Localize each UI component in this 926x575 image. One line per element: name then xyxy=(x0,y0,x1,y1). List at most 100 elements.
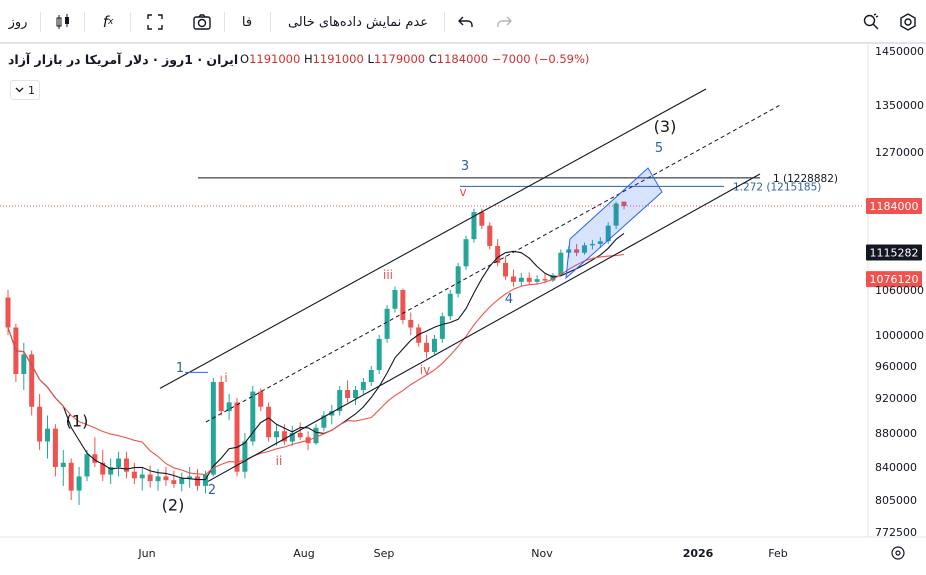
candle-body xyxy=(226,402,232,412)
candle-body xyxy=(266,406,272,438)
candle-body xyxy=(155,476,161,482)
close-label: C xyxy=(428,52,437,66)
candle-body xyxy=(108,467,114,475)
candle-body xyxy=(463,239,469,267)
high-label: H xyxy=(303,52,313,66)
candle-body xyxy=(400,290,406,320)
candle-body xyxy=(526,277,532,282)
x-tick-label: Feb xyxy=(768,547,787,560)
candle-body xyxy=(281,431,287,442)
candle-body xyxy=(605,225,611,242)
price-tag-label: 1076120 xyxy=(870,273,919,286)
toolbar-divider xyxy=(444,12,445,32)
y-tick-label: 840000 xyxy=(875,461,917,474)
candle-body xyxy=(392,290,398,309)
candle-body xyxy=(76,476,82,491)
candle-body xyxy=(92,454,98,463)
x-tick-label: 2026 xyxy=(683,547,714,560)
toolbar-divider xyxy=(270,12,271,32)
candle-body xyxy=(376,338,382,370)
ma-slow-line xyxy=(7,253,625,476)
candle-body xyxy=(574,249,580,253)
candle-body xyxy=(621,201,627,206)
open-value: 1191000 xyxy=(249,52,301,66)
redo-icon[interactable] xyxy=(494,10,514,34)
candle-body xyxy=(337,390,343,412)
candle-body xyxy=(29,354,35,407)
chevron-down-icon xyxy=(15,87,24,93)
candle-body xyxy=(171,480,177,484)
candle-body xyxy=(542,279,548,281)
language-label: فا xyxy=(241,14,253,30)
price-tag-bg xyxy=(866,244,922,261)
change-value: −7000 (−0.59%) xyxy=(491,52,590,66)
price-tag-bg xyxy=(866,271,922,288)
candle-body xyxy=(21,354,27,374)
price-chart[interactable]: Jun Aug Sep Nov 2026 Feb 1450000 1350000 1270000… xyxy=(0,42,926,575)
candle-body xyxy=(218,382,224,412)
legend-collapse-button[interactable]: 1 xyxy=(10,80,40,100)
candle-body xyxy=(408,320,414,328)
candle-body xyxy=(582,245,588,253)
y-tick-label: 805000 xyxy=(875,494,917,507)
wave-label-1-major: (1) xyxy=(66,412,89,431)
search-icon[interactable] xyxy=(860,10,882,34)
price-tag-label: 1184000 xyxy=(870,200,919,213)
collapse-count: 1 xyxy=(28,83,35,97)
candle-body xyxy=(471,212,477,240)
price-tag-bg xyxy=(866,198,922,214)
candle-body xyxy=(202,474,208,486)
toolbar-divider xyxy=(40,12,41,32)
interval-button[interactable]: روز xyxy=(6,10,30,34)
high-value: 1191000 xyxy=(312,52,364,66)
candle-body xyxy=(52,428,58,467)
language-button[interactable]: فا xyxy=(236,10,258,34)
candle-body xyxy=(329,411,335,416)
settings-icon[interactable] xyxy=(896,10,920,34)
candle-body xyxy=(37,406,43,442)
x-tick-label: Aug xyxy=(293,547,314,560)
toolbar-divider xyxy=(84,12,85,32)
symbol-title: ایران · 1روز · دلار آمریکا در بازار آزاد xyxy=(8,52,239,67)
candle-body xyxy=(250,391,256,442)
candle-body xyxy=(558,252,564,276)
open-label: O xyxy=(240,52,250,66)
wave-label-4: 4 xyxy=(505,292,513,307)
candle-body xyxy=(487,225,493,246)
wave-label-3-major: (3) xyxy=(654,117,677,136)
gear-icon-inner xyxy=(895,550,901,556)
y-tick-label: 772500 xyxy=(875,526,917,539)
toolbar-divider xyxy=(130,12,131,32)
hide-empty-toggle[interactable]: عدم نمایش داده‌های خالی xyxy=(282,10,434,34)
candle-body xyxy=(5,297,11,328)
close-value: 1184000 xyxy=(436,52,489,66)
candles-icon[interactable] xyxy=(52,10,74,34)
low-value: 1179000 xyxy=(373,52,426,66)
candle-body xyxy=(195,476,201,486)
candle-body xyxy=(84,454,90,477)
candle-body xyxy=(116,458,122,467)
camera-icon[interactable] xyxy=(190,10,214,34)
candle-body xyxy=(210,382,216,475)
wave-label-iii: iii xyxy=(383,268,393,282)
candle-body xyxy=(147,474,153,482)
candle-body xyxy=(589,243,595,246)
y-tick-label: 880000 xyxy=(875,427,917,440)
candle-body xyxy=(503,262,509,277)
candle-body xyxy=(60,462,66,467)
candle-body xyxy=(439,316,445,339)
candle-body xyxy=(510,276,516,282)
wave-label-ii: ii xyxy=(276,454,283,468)
candle-body xyxy=(431,338,437,353)
wave-label-iv: iv xyxy=(420,363,430,377)
wave5-projection-box xyxy=(565,167,663,280)
undo-icon[interactable] xyxy=(456,10,476,34)
candle-body xyxy=(313,427,319,444)
fullscreen-icon[interactable] xyxy=(144,10,166,34)
y-tick-label: 960000 xyxy=(875,360,917,373)
candle-body xyxy=(274,431,280,438)
candle-body xyxy=(123,458,129,472)
candle-body xyxy=(345,390,351,398)
